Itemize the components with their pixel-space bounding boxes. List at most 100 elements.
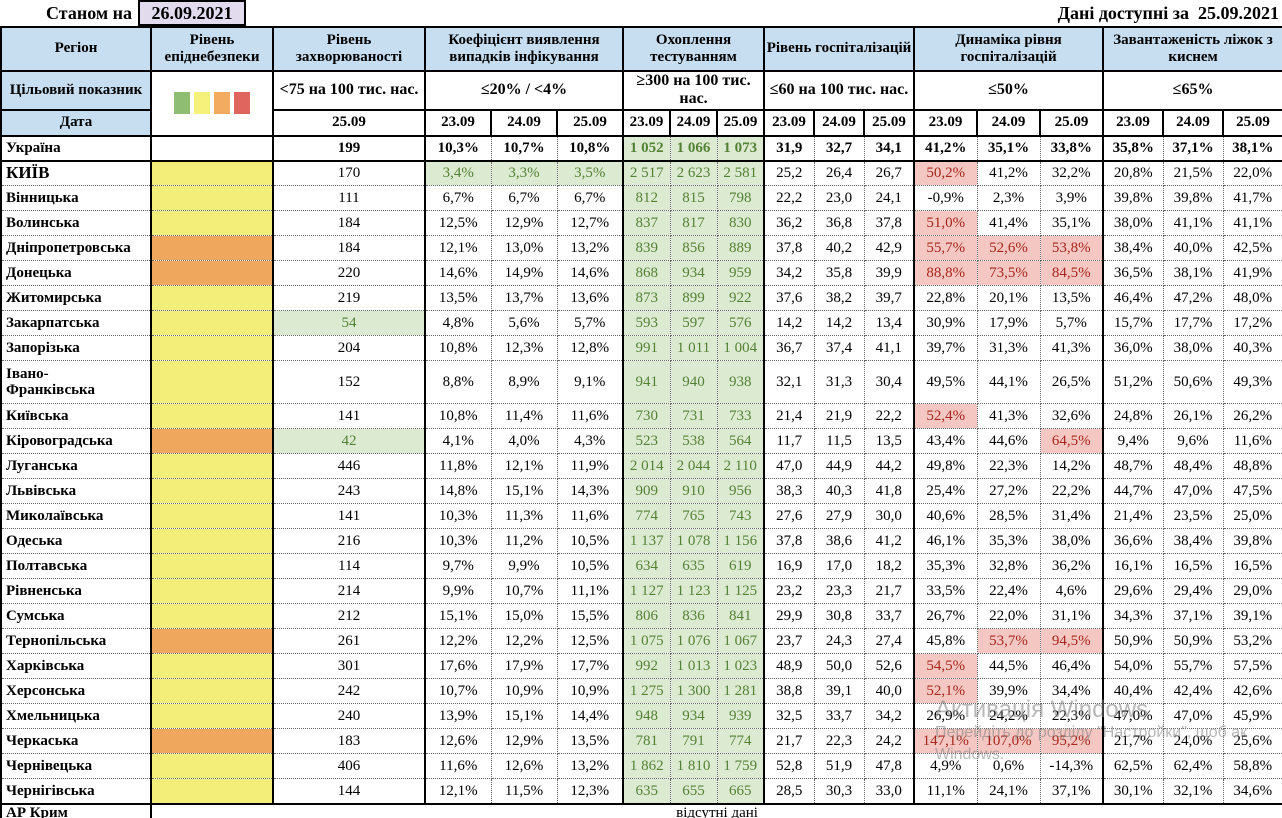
detection-value: 15,1% — [424, 603, 492, 630]
epidemic-level-cell — [150, 603, 274, 630]
detection-value: 3,4% — [424, 159, 492, 187]
detection-value: 4,0% — [490, 428, 558, 455]
incidence-value: 243 — [272, 478, 426, 505]
testing-value: 634 — [622, 553, 671, 580]
testing-value: 774 — [622, 503, 671, 530]
beds-value: 36,5% — [1102, 260, 1164, 287]
beds-value: 46,4% — [1102, 285, 1164, 312]
dynamics-value: 14,2% — [1039, 453, 1104, 480]
dynamics-value: 35,1% — [976, 135, 1041, 162]
epidemic-legend — [150, 70, 274, 137]
region-name: Волинська — [0, 210, 152, 237]
testing-value: 655 — [669, 778, 718, 805]
date-cell: 23.09 — [913, 108, 979, 137]
hospitalization-value: 37,4 — [813, 335, 865, 362]
incidence-value: 301 — [272, 653, 426, 680]
testing-value: 1 137 — [622, 528, 671, 555]
target-incidence: <75 на 100 тис. нас. — [272, 70, 426, 111]
target-label: Цільовий показник — [0, 70, 152, 111]
incidence-value: 184 — [272, 235, 426, 262]
target-testing: ≥300 на 100 тис. нас. — [622, 70, 766, 111]
hospitalization-value: 52,8 — [763, 753, 815, 780]
dynamics-value: 44,5% — [976, 653, 1041, 680]
epidemic-level-cell — [150, 210, 274, 237]
beds-value: 47,5% — [1222, 478, 1282, 505]
region-name: Вінницька — [0, 185, 152, 212]
dynamics-value: 4,9% — [913, 753, 978, 780]
detection-value: 6,7% — [424, 185, 492, 212]
region-name: Сумська — [0, 603, 152, 630]
dynamics-value: 35,1% — [1039, 210, 1104, 237]
region-name: Донецька — [0, 260, 152, 287]
region-name: Херсонська — [0, 678, 152, 705]
testing-value: 992 — [622, 653, 671, 680]
testing-value: 873 — [622, 285, 671, 312]
hospitalization-value: 44,2 — [863, 453, 915, 480]
dynamics-value: 22,4% — [976, 578, 1041, 605]
hospitalization-value: 50,0 — [813, 653, 865, 680]
testing-value: 1 281 — [716, 678, 765, 705]
incidence-value: 240 — [272, 703, 426, 730]
table-row: Тернопільська 261 12,2% 12,2% 12,5% 1 075 1 07… — [0, 628, 1282, 655]
header-testing: Охоплення тестуванням — [622, 26, 766, 72]
beds-value: 41,7% — [1222, 185, 1282, 212]
table-row: Кіровоградська 42 4,1% 4,0% 4,3% 523 538 564 11,… — [0, 428, 1282, 455]
detection-value: 4,8% — [424, 310, 492, 337]
detection-value: 10,3% — [424, 528, 492, 555]
detection-value: 12,2% — [424, 628, 492, 655]
detection-value: 6,7% — [490, 185, 558, 212]
table-row: Житомирська 219 13,5% 13,7% 13,6% 873 899 922 37… — [0, 285, 1282, 312]
testing-value: 593 — [622, 310, 671, 337]
date-cell: 23.09 — [763, 108, 816, 137]
hospitalization-value: 40,0 — [863, 678, 915, 705]
beds-value: 51,2% — [1102, 360, 1164, 405]
testing-value: 1 300 — [669, 678, 718, 705]
testing-value: 1 067 — [716, 628, 765, 655]
table-row: Чернігівська 144 12,1% 11,5% 12,3% 635 655 665 2… — [0, 778, 1282, 805]
testing-value: 910 — [669, 478, 718, 505]
dynamics-value: 51,0% — [913, 210, 978, 237]
testing-value: 1 023 — [716, 653, 765, 680]
dynamics-value: 22,3% — [1039, 703, 1104, 730]
hospitalization-value: 24,3 — [813, 628, 865, 655]
detection-value: 10,8% — [424, 403, 492, 430]
table-row-crimea: АР Крим відсутні дані — [0, 802, 1282, 818]
detection-value: 15,5% — [556, 603, 624, 630]
table-row: Закарпатська 54 4,8% 5,6% 5,7% 593 597 576 14,2 1… — [0, 310, 1282, 337]
target-detection: ≤20% / <4% — [423, 70, 625, 111]
beds-value: 26,2% — [1222, 403, 1282, 430]
incidence-value: 219 — [272, 285, 426, 312]
testing-value: 1 127 — [622, 578, 671, 605]
hospitalization-value: 32,5 — [763, 703, 815, 730]
hospitalization-value: 25,2 — [763, 159, 815, 187]
beds-value: 21,5% — [1162, 159, 1224, 187]
detection-value: 10,7% — [490, 578, 558, 605]
table-row: Донецька 220 14,6% 14,9% 14,6% 868 934 959 34,2 3… — [0, 260, 1282, 287]
detection-value: 8,8% — [424, 360, 492, 405]
dynamics-value: 44,1% — [976, 360, 1041, 405]
date-cell: 25.09 — [555, 108, 625, 137]
hospitalization-value: 47,0 — [763, 453, 815, 480]
testing-value: 791 — [669, 728, 718, 755]
detection-value: 4,3% — [556, 428, 624, 455]
detection-value: 10,8% — [556, 135, 624, 162]
table-row: Запорізька 204 10,8% 12,3% 12,8% 991 1 011 1 00… — [0, 335, 1282, 362]
header-detection: Коефіцієнт виявлення випадків інфікуванн… — [423, 26, 625, 72]
testing-value: 798 — [716, 185, 765, 212]
beds-value: 48,7% — [1102, 453, 1164, 480]
detection-value: 12,6% — [424, 728, 492, 755]
detection-value: 12,6% — [490, 753, 558, 780]
detection-value: 13,5% — [424, 285, 492, 312]
beds-value: 45,9% — [1222, 703, 1282, 730]
date-cell: 25.09 — [863, 108, 916, 137]
epidemic-level-cell — [150, 728, 274, 755]
testing-value: 733 — [716, 403, 765, 430]
dynamics-value: 44,6% — [976, 428, 1041, 455]
dynamics-value: 2,3% — [976, 185, 1041, 212]
testing-value: 1 066 — [669, 135, 718, 162]
hospitalization-value: 40,3 — [813, 478, 865, 505]
hospitalization-value: 23,0 — [813, 185, 865, 212]
testing-value: 841 — [716, 603, 765, 630]
detection-value: 13,2% — [556, 235, 624, 262]
beds-value: 36,0% — [1102, 335, 1164, 362]
